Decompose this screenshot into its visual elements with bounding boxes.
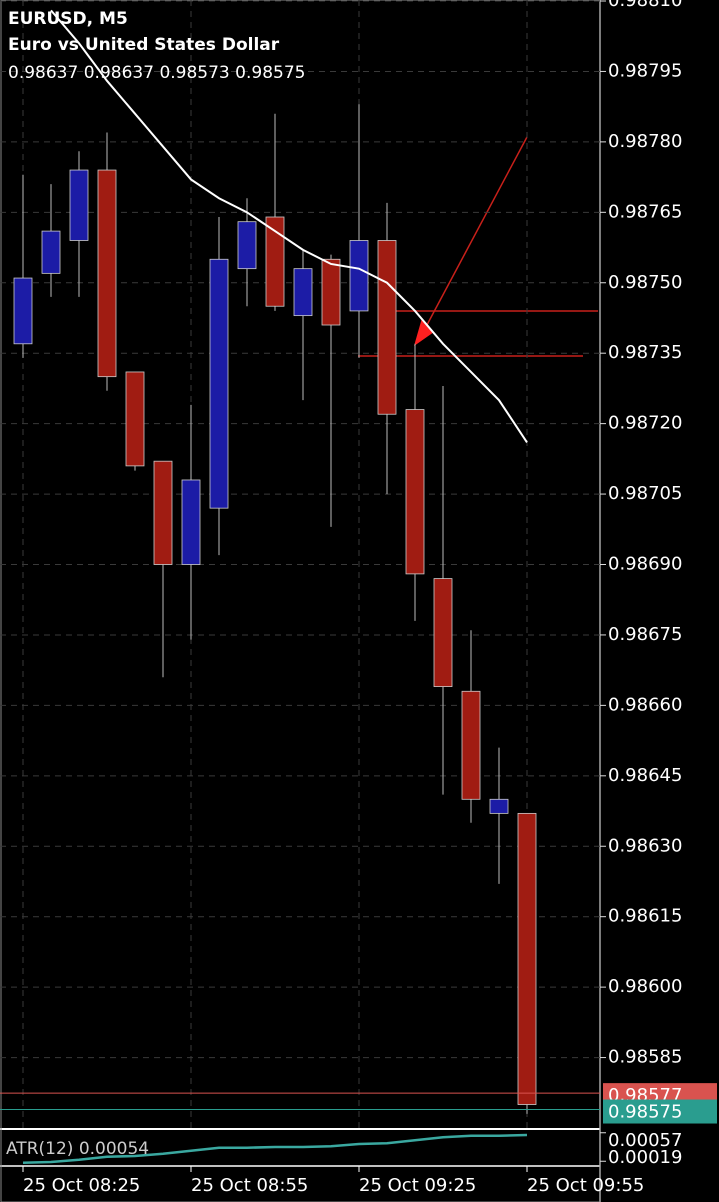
candle-body [293,268,313,317]
symbol-description: Euro vs United States Dollar [8,35,280,55]
y-tick-label: 0.98795 [608,60,682,81]
y-tick-label: 0.98585 [608,1047,682,1068]
y-tick-label: 0.98810 [608,0,682,11]
indicator-tick-label: 0.00057 [608,1130,682,1151]
low-value: 0.98573 [159,63,230,83]
candle-body [41,230,61,274]
candle-body [377,240,397,415]
x-tick-label: 25 Oct 09:55 [527,1175,644,1196]
candle-body [125,371,145,467]
candle-body [237,221,257,270]
trend-line [419,136,528,339]
y-tick-label: 0.98630 [608,835,682,856]
candle-body [181,479,201,565]
y-tick-label: 0.98600 [608,976,682,997]
candle-body [433,578,453,687]
candle-body [209,258,229,509]
y-tick-label: 0.98645 [608,765,682,786]
y-tick-label: 0.98690 [608,554,682,575]
indicator-label: ATR(12) 0.00054 [6,1139,149,1159]
price-label: 0.98575 [608,1102,682,1123]
y-tick-label: 0.98675 [608,624,682,645]
ohlc-readout: 0.98637 0.98637 0.98573 0.98575 [8,63,305,83]
candle-body [405,409,425,575]
y-tick-label: 0.98660 [608,694,682,715]
candle-body [517,812,537,1105]
candle-body [265,216,285,307]
indicator-line [22,1133,528,1164]
y-tick-label: 0.98750 [608,272,682,293]
indicator-tick-label: 0.00019 [608,1147,682,1168]
y-tick-label: 0.98720 [608,413,682,434]
y-tick-label: 0.98735 [608,342,682,363]
x-tick-label: 25 Oct 09:25 [359,1175,476,1196]
close-value: 0.98575 [235,63,306,83]
candle-body [349,240,369,312]
frame [0,0,601,1202]
candle-body [153,460,173,565]
indicator-value: 0.00054 [78,1139,150,1159]
candle-body [97,169,117,378]
candle-body [69,169,89,241]
candle-body [461,690,481,800]
symbol-title: EURUSD, M5 [8,9,128,29]
y-tick-label: 0.98705 [608,483,682,504]
indicator-name: ATR(12) [6,1139,74,1159]
x-tick-label: 25 Oct 08:25 [23,1175,140,1196]
x-tick-label: 25 Oct 08:55 [191,1175,308,1196]
y-tick-label: 0.98780 [608,131,682,152]
open-value: 0.98637 [8,63,79,83]
candle-body [13,277,33,345]
y-tick-label: 0.98615 [608,906,682,927]
moving-average [50,9,528,443]
candle-body [321,258,341,326]
candle-body [489,798,509,814]
y-tick-label: 0.98765 [608,201,682,222]
price-label-box [603,1099,717,1124]
sell-arrow [414,318,434,346]
high-value: 0.98637 [83,63,155,83]
